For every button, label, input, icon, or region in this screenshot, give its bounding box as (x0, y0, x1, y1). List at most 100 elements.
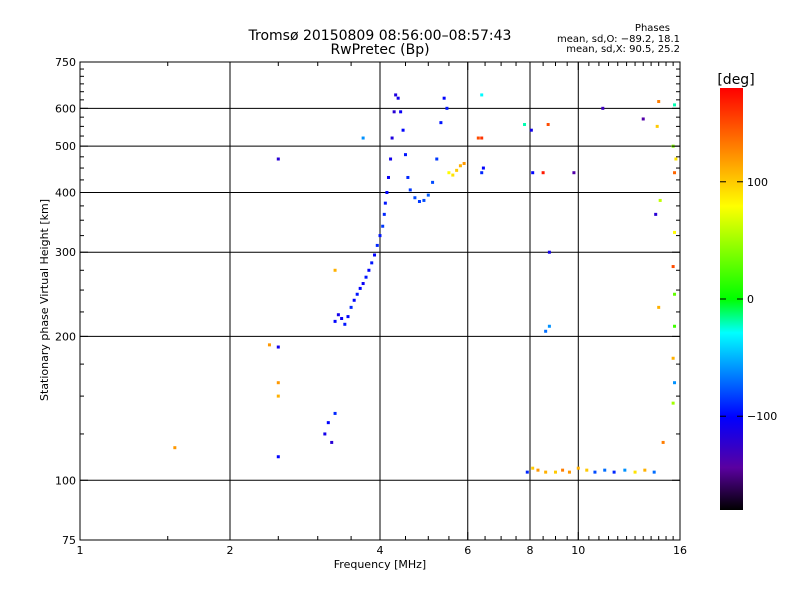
data-point (358, 286, 362, 290)
x-axis-label: Frequency [MHz] (334, 558, 426, 571)
data-point (601, 106, 605, 110)
data-point (385, 190, 389, 194)
data-point (346, 315, 350, 319)
data-point (355, 292, 359, 296)
data-point (603, 468, 607, 472)
data-point (476, 136, 480, 140)
x-tick-label: 1 (77, 544, 84, 557)
colorbar (720, 88, 743, 510)
data-point (333, 411, 337, 415)
data-point (451, 173, 455, 177)
data-point (413, 196, 417, 200)
data-point (439, 121, 443, 125)
x-tick-label: 10 (571, 544, 585, 557)
data-point (445, 106, 449, 110)
data-point (406, 175, 410, 179)
data-point (390, 136, 394, 140)
data-point (547, 324, 551, 328)
data-point (643, 468, 647, 472)
data-point (426, 193, 430, 197)
y-tick-label: 300 (55, 246, 76, 259)
data-point (652, 470, 656, 474)
data-point (572, 171, 576, 175)
colorbar-label: [deg] (717, 72, 754, 88)
data-point (361, 136, 365, 140)
x-tick-label: 6 (464, 544, 471, 557)
data-point (276, 345, 280, 349)
data-point (462, 161, 466, 165)
stats-o-mode: mean, sd,O: −89.2, 18.1 (557, 34, 680, 45)
data-point (336, 313, 340, 317)
data-point (612, 470, 616, 474)
data-point (173, 446, 177, 450)
data-point (330, 440, 334, 444)
stats-x-mode: mean, sd,X: 90.5, 25.2 (566, 44, 680, 55)
x-tick-label: 2 (227, 544, 234, 557)
data-point (633, 470, 637, 474)
data-point (673, 171, 677, 175)
data-point (403, 153, 407, 157)
data-point (343, 322, 347, 326)
data-point (523, 123, 527, 127)
y-tick-label: 200 (55, 330, 76, 343)
data-point (455, 168, 459, 172)
data-point (480, 93, 484, 97)
data-point (333, 319, 337, 323)
data-point (399, 110, 403, 114)
data-point (671, 265, 675, 269)
data-point (544, 470, 548, 474)
y-tick-label: 600 (55, 102, 76, 115)
x-tick-label: 16 (673, 544, 687, 557)
data-point (671, 356, 675, 360)
data-point (567, 470, 571, 474)
data-point (276, 157, 280, 161)
data-point (276, 455, 280, 459)
data-point (673, 230, 677, 234)
data-point (364, 275, 368, 279)
data-point (396, 96, 400, 100)
data-point (326, 421, 330, 425)
data-point (276, 394, 280, 398)
data-point (525, 470, 529, 474)
data-point (381, 224, 385, 228)
data-point (408, 188, 412, 192)
data-point (392, 110, 396, 114)
data-point (401, 128, 405, 132)
data-point (641, 117, 645, 121)
data-point (673, 292, 677, 296)
data-point (593, 470, 597, 474)
data-point (661, 440, 665, 444)
data-point (674, 157, 678, 161)
y-tick-label: 100 (55, 474, 76, 487)
data-point (529, 128, 533, 132)
data-point (442, 96, 446, 100)
data-point (657, 305, 661, 309)
y-tick-label: 750 (55, 56, 76, 69)
data-point (536, 468, 540, 472)
colorbar-tick-label: 100 (747, 176, 768, 189)
data-point (333, 268, 337, 272)
data-point (671, 401, 675, 405)
data-point (654, 212, 658, 216)
data-point (561, 468, 565, 472)
data-point (547, 250, 551, 254)
data-point (394, 93, 398, 97)
data-point (458, 164, 462, 168)
data-point (373, 253, 377, 257)
data-point (422, 198, 426, 202)
data-point (673, 324, 677, 328)
data-point (531, 171, 535, 175)
data-point (623, 468, 627, 472)
data-point (480, 171, 484, 175)
colorbar-tick-label: 0 (747, 293, 754, 306)
data-point (375, 243, 379, 247)
y-tick-label: 400 (55, 186, 76, 199)
data-point (585, 468, 589, 472)
data-point (431, 180, 435, 184)
y-tick-label: 500 (55, 140, 76, 153)
data-point (657, 100, 661, 104)
data-point (658, 198, 662, 202)
data-point (340, 316, 344, 320)
data-point (370, 261, 374, 265)
